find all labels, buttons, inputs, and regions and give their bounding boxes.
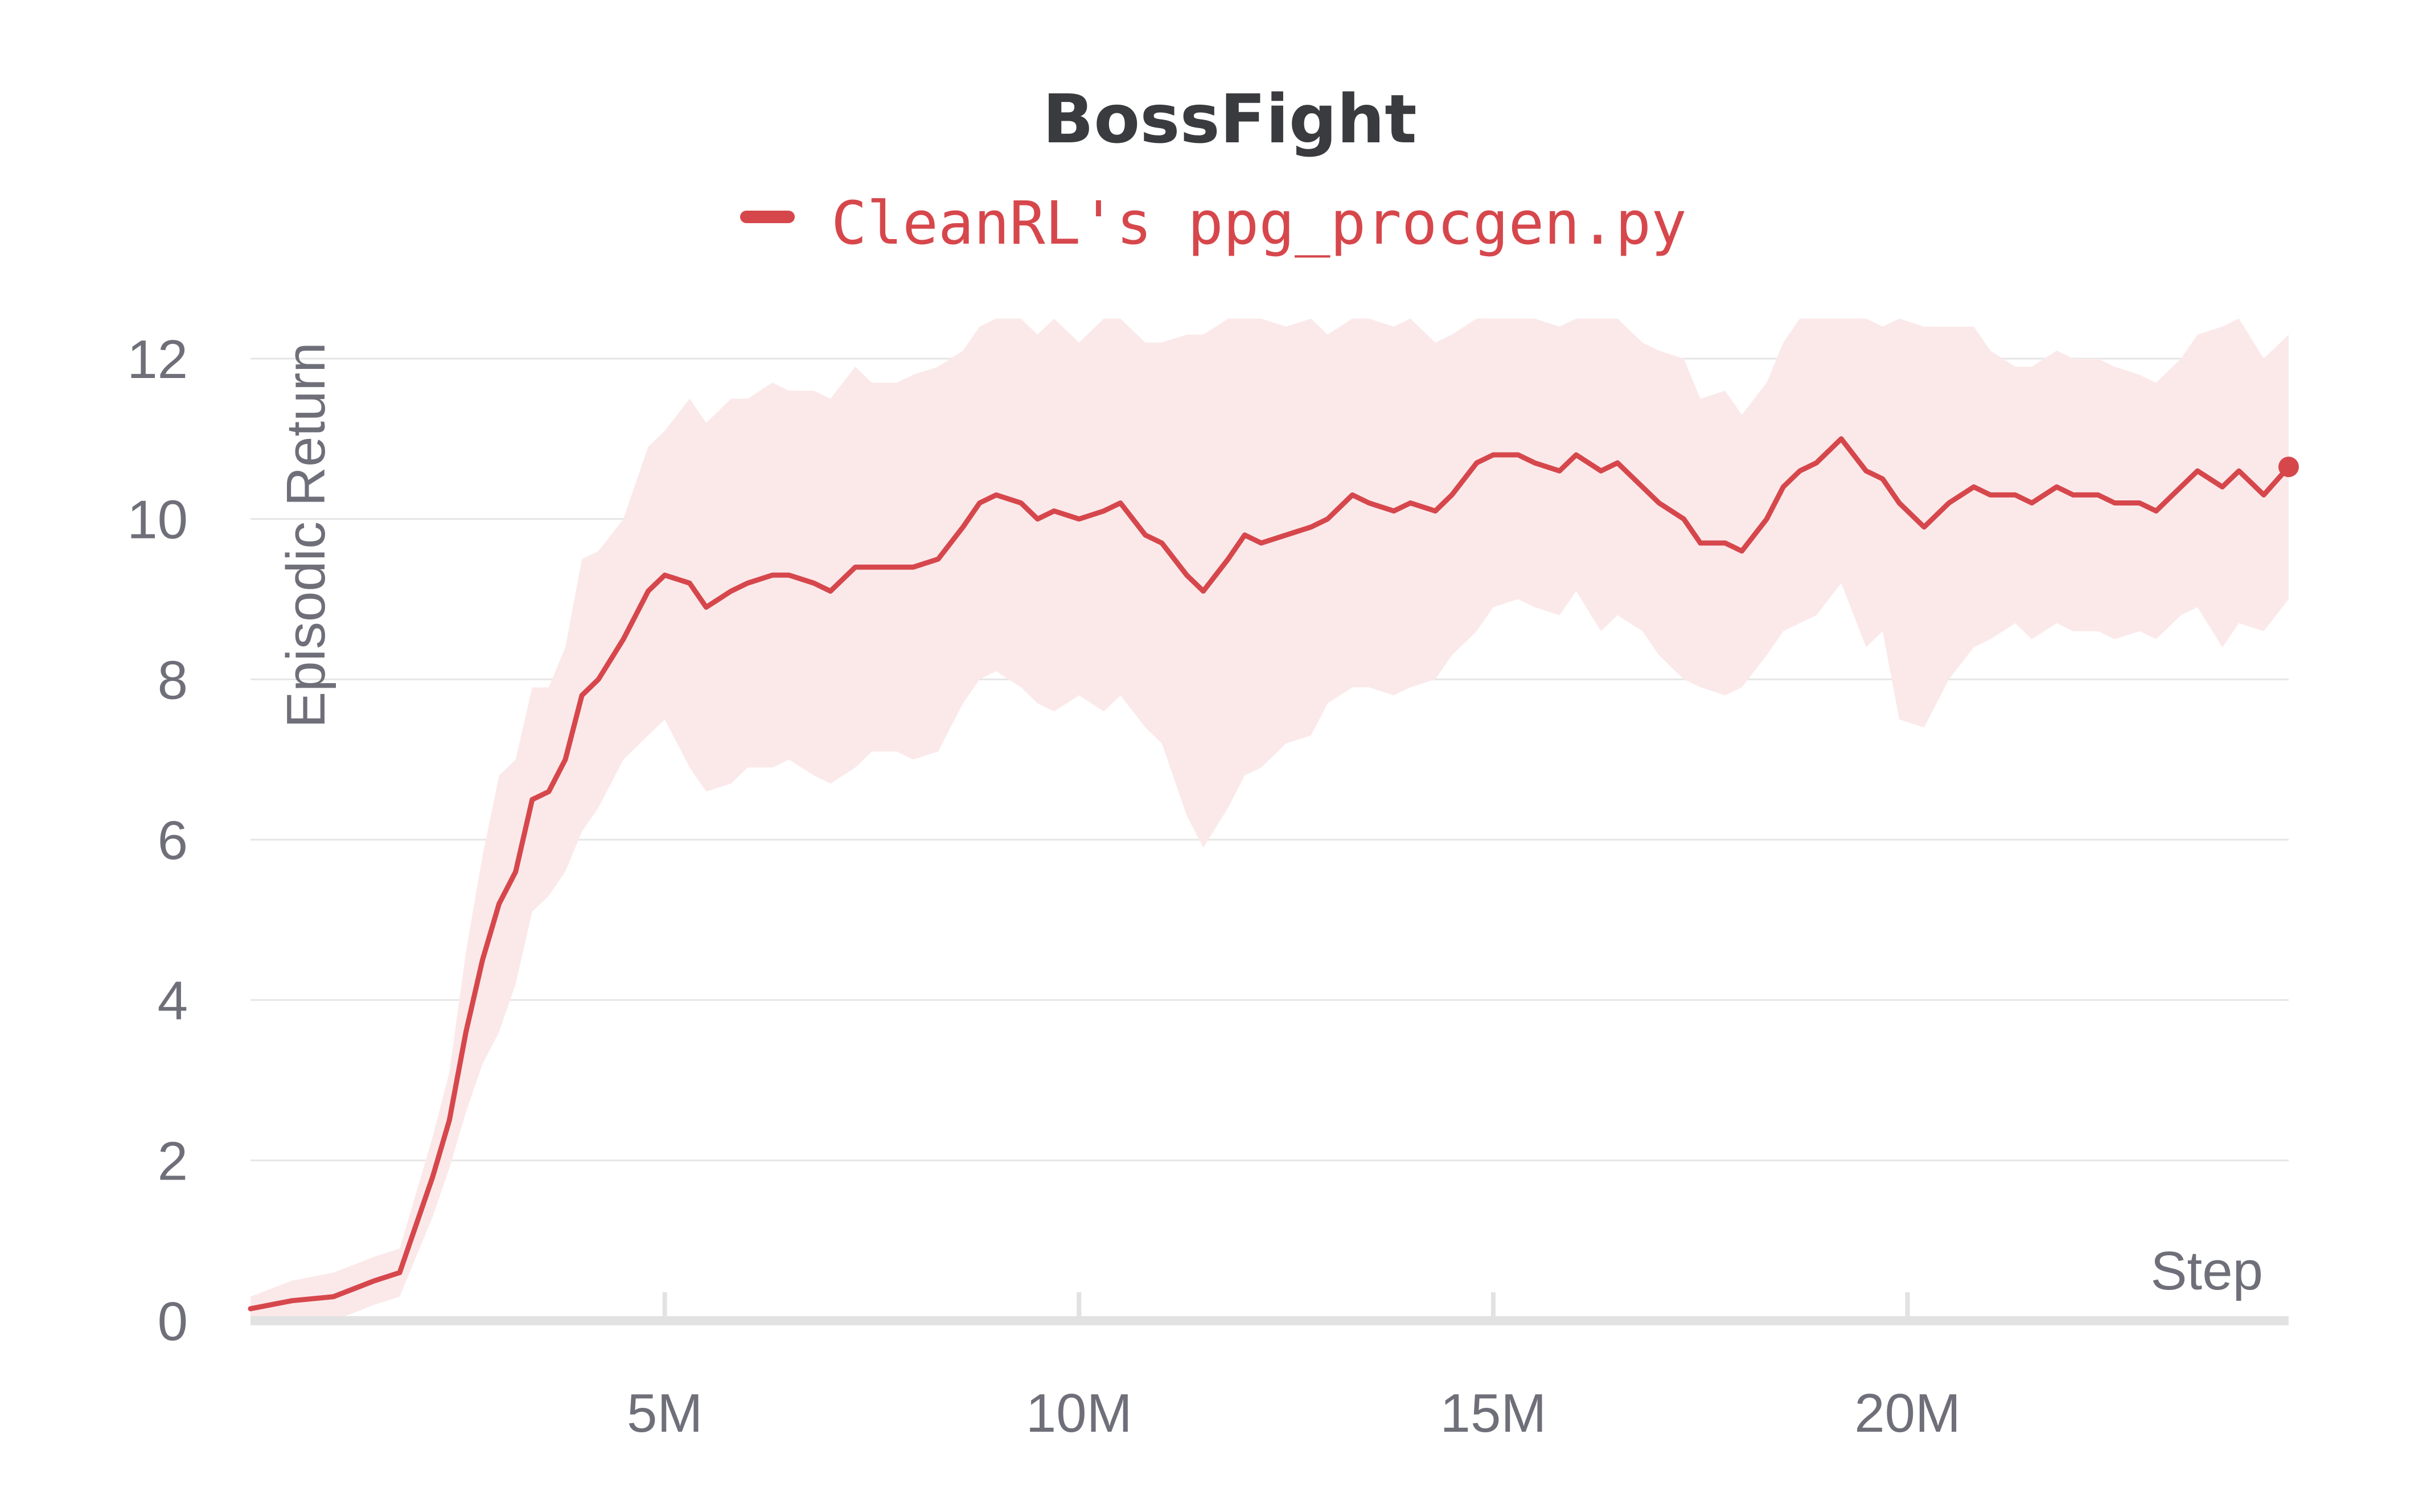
y-tick-labels: 0 2 4 6 8 10 12	[127, 329, 188, 1352]
chart-title: BossFight	[1042, 80, 1416, 158]
x-tick-label: 5M	[627, 1383, 703, 1444]
confidence-band	[250, 318, 2289, 1321]
y-axis-label: Episodic Return	[276, 342, 336, 728]
x-tick-label: 10M	[1026, 1383, 1132, 1444]
y-tick-label: 8	[158, 650, 188, 710]
series-band	[250, 318, 2289, 1321]
x-tick-label: 15M	[1440, 1383, 1547, 1444]
series-line	[248, 436, 2291, 1312]
legend-label: CleanRL's ppg_procgen.py	[831, 188, 1687, 258]
x-tick-label: 20M	[1854, 1383, 1961, 1444]
series-lines	[248, 436, 2299, 1312]
legend-swatch	[740, 211, 795, 223]
y-tick-label: 10	[127, 490, 188, 550]
x-axis-label: Step	[2151, 1240, 2263, 1301]
y-tick-label: 4	[158, 971, 188, 1032]
x-tick-labels: 5M 10M 15M 20M	[627, 1292, 1961, 1444]
y-tick-label: 0	[158, 1291, 188, 1352]
y-tick-label: 12	[127, 329, 188, 390]
legend: CleanRL's ppg_procgen.py	[740, 188, 1687, 258]
y-tick-label: 6	[158, 810, 188, 871]
series-endpoint	[2278, 457, 2299, 478]
y-tick-label: 2	[158, 1131, 188, 1191]
